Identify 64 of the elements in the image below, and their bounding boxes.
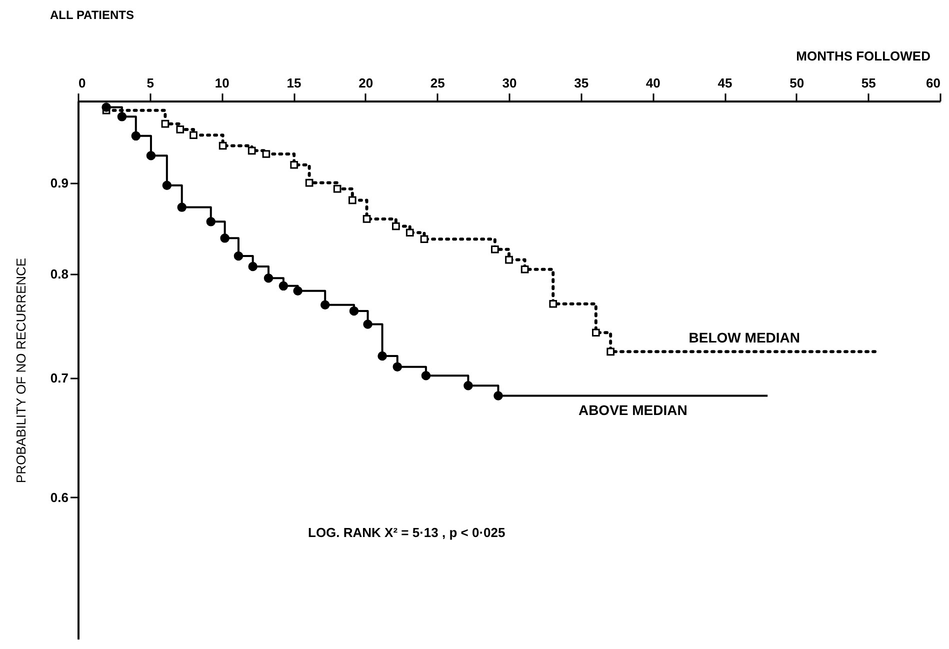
- point: [363, 320, 372, 329]
- point: [264, 273, 274, 283]
- series-label: BELOW MEDIAN: [688, 330, 800, 346]
- point: [177, 202, 186, 212]
- point: [464, 381, 473, 390]
- point: [392, 362, 402, 372]
- annotation: LOG. RANK X² = 5·13 , p < 0·025: [308, 525, 506, 540]
- point: [162, 180, 172, 190]
- x-tick-label: 10: [214, 76, 230, 90]
- y-tick-label: 0.7: [50, 370, 68, 386]
- point: [378, 351, 387, 361]
- x-tick-label: 40: [646, 76, 660, 90]
- x-tick-label: 20: [358, 76, 374, 90]
- point: [348, 196, 356, 204]
- point: [392, 222, 400, 230]
- point: [206, 217, 216, 226]
- point: [520, 265, 529, 274]
- point: [293, 286, 302, 296]
- point: [305, 178, 314, 187]
- x-tick-label: 5: [146, 76, 154, 90]
- x-tick-label: 25: [430, 76, 445, 90]
- point: [420, 235, 428, 244]
- point: [102, 102, 111, 112]
- x-tick-label: 50: [790, 76, 804, 90]
- point: [262, 150, 270, 158]
- x-tick-label: 60: [926, 76, 940, 90]
- point: [218, 142, 227, 150]
- point: [146, 151, 156, 160]
- point: [421, 371, 431, 380]
- y-tick-label: 0.6: [50, 490, 68, 505]
- point: [606, 348, 614, 356]
- point: [320, 300, 330, 310]
- point: [592, 328, 600, 337]
- point: [349, 306, 359, 316]
- x-tick-label: 0: [78, 76, 86, 90]
- point: [234, 251, 244, 261]
- point: [190, 131, 198, 140]
- point: [278, 281, 288, 291]
- x-tick-label: 55: [861, 76, 876, 90]
- point: [131, 131, 141, 141]
- point: [220, 234, 230, 243]
- x-tick-label: 15: [286, 76, 302, 90]
- point: [248, 262, 258, 272]
- point: [290, 160, 298, 169]
- point: [494, 391, 503, 400]
- y-axis-title: PROBABILITY OF NO RECURRENCE: [13, 258, 28, 484]
- x-tick-label: 45: [718, 76, 732, 90]
- x-axis-title: MONTHS FOLLOWED: [796, 48, 930, 64]
- series-label: ABOVE MEDIAN: [578, 402, 688, 418]
- y-tick-label: 0.8: [50, 266, 68, 282]
- point: [505, 256, 513, 264]
- point: [333, 184, 342, 193]
- point: [491, 245, 499, 254]
- point: [406, 228, 414, 237]
- point: [161, 120, 170, 128]
- point: [549, 300, 558, 308]
- point: [176, 126, 184, 134]
- x-tick-label: 30: [502, 76, 517, 90]
- chart-title: ALL PATIENTS: [50, 8, 134, 22]
- x-tick-label: 35: [574, 76, 589, 90]
- point: [117, 112, 127, 122]
- point: [362, 215, 371, 223]
- y-tick-label: 0.9: [50, 175, 68, 190]
- point: [248, 146, 256, 155]
